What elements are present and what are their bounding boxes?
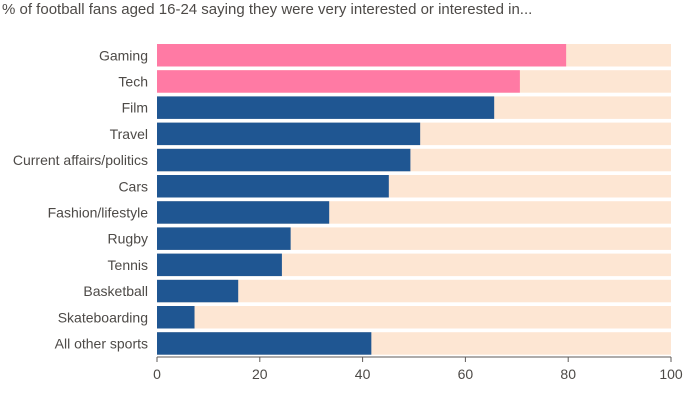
bar-tennis <box>157 253 282 277</box>
category-label-fashion-lifestyle: Fashion/lifestyle <box>48 204 149 220</box>
bar-basketball <box>157 279 239 303</box>
x-axis-ticks: 0 20 40 60 80 100 <box>153 357 683 382</box>
bar-skateboarding <box>157 306 195 329</box>
category-label-gaming: Gaming <box>99 47 148 63</box>
category-label-rugby: Rugby <box>108 231 148 247</box>
category-label-tennis: Tennis <box>108 257 148 273</box>
bar-gaming <box>157 44 567 67</box>
bar-track-skateboarding <box>157 306 671 329</box>
category-label-current-affairs-politics: Current affairs/politics <box>13 152 148 168</box>
category-label-basketball: Basketball <box>83 283 148 299</box>
bar-travel <box>157 122 421 146</box>
category-label-tech: Tech <box>118 73 148 89</box>
category-labels: Gaming Tech Film Travel Current affairs/poli… <box>13 47 148 351</box>
bar-tech <box>157 70 520 93</box>
bar-track-tennis <box>157 253 671 277</box>
x-tick-label-100: 100 <box>659 366 683 382</box>
bars <box>157 44 567 355</box>
bar-rugby <box>157 227 291 250</box>
category-label-travel: Travel <box>110 126 148 142</box>
category-label-film: Film <box>122 100 148 116</box>
category-label-cars: Cars <box>118 178 148 194</box>
category-label-skateboarding: Skateboarding <box>58 309 148 325</box>
x-tick-label-0: 0 <box>153 366 161 382</box>
bar-fashion-lifestyle <box>157 201 330 224</box>
bar-all-other-sports <box>157 332 372 355</box>
chart-title: % of football fans aged 16-24 saying the… <box>2 1 533 18</box>
x-tick-label-80: 80 <box>560 366 576 382</box>
category-label-all-other-sports: All other sports <box>55 335 148 351</box>
bar-current-affairs-politics <box>157 148 411 172</box>
bar-film <box>157 96 495 119</box>
bar-cars <box>157 175 389 198</box>
x-tick-label-60: 60 <box>458 366 474 382</box>
x-tick-label-20: 20 <box>252 366 268 382</box>
x-tick-label-40: 40 <box>355 366 371 382</box>
bar-track-basketball <box>157 279 671 303</box>
